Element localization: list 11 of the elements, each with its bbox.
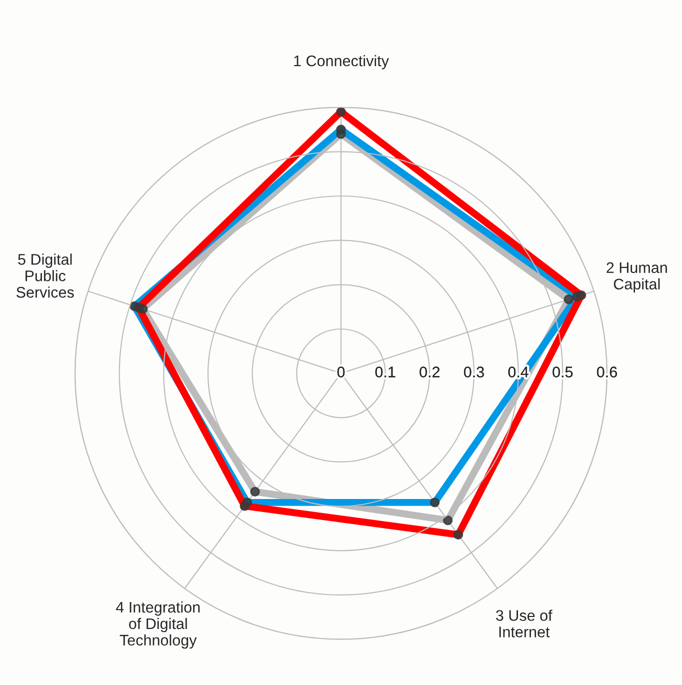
y-tick-label: 0.1 bbox=[375, 366, 396, 378]
y-tick-label: 0.6 bbox=[596, 366, 617, 378]
y-tick-label: 0.3 bbox=[464, 366, 484, 378]
spoke-label: 1 Connectivity bbox=[294, 55, 389, 70]
y-tick-label: 0.5 bbox=[552, 366, 573, 378]
spoke-label: 2 Human Capital bbox=[606, 262, 667, 293]
y-tick-label: 0.2 bbox=[420, 366, 440, 378]
spoke-label: 4 Integration of Digital Technology bbox=[116, 601, 200, 649]
spoke-label: 5 Digital Public Services bbox=[16, 254, 74, 298]
y-tick-label: 0 bbox=[337, 366, 345, 378]
spoke-label: 3 Use of Internet bbox=[496, 610, 552, 638]
